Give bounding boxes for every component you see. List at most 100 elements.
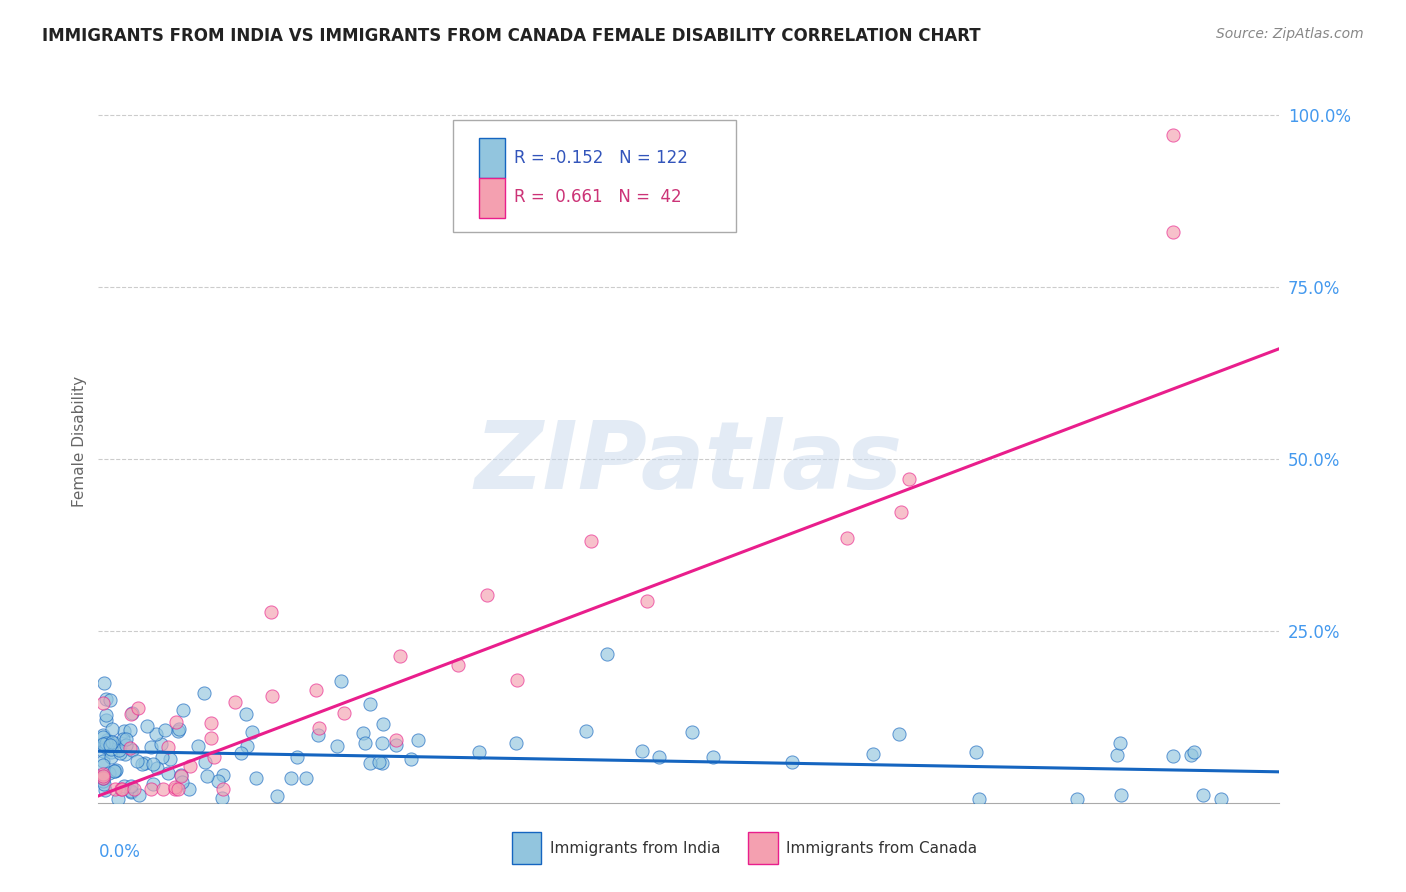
Point [172, 775, 194, 789]
Point [1161, 128, 1184, 143]
Point [681, 724, 703, 739]
Point [141, 739, 163, 754]
Point [1211, 792, 1233, 806]
Point [98, 766, 121, 780]
Point [114, 747, 136, 761]
Point [150, 749, 173, 764]
Point [170, 768, 193, 782]
Point [149, 737, 172, 751]
Point [91, 728, 114, 742]
Point [193, 686, 215, 700]
Point [1192, 788, 1215, 802]
Point [104, 764, 127, 778]
Point [207, 773, 229, 788]
Point [308, 721, 330, 735]
Point [94, 708, 117, 723]
Point [103, 736, 125, 750]
Point [177, 782, 200, 797]
Point [163, 782, 186, 797]
Point [965, 745, 987, 759]
Point [1109, 736, 1132, 750]
Point [887, 727, 910, 741]
Point [104, 782, 127, 797]
Point [862, 747, 884, 761]
Point [332, 706, 354, 721]
Point [120, 783, 142, 797]
Point [100, 741, 122, 756]
Point [120, 723, 142, 737]
Point [111, 782, 134, 797]
Point [235, 706, 257, 721]
Point [146, 761, 169, 775]
Point [91, 767, 114, 781]
Point [98, 738, 121, 752]
FancyBboxPatch shape [478, 138, 505, 178]
Point [326, 739, 349, 753]
Point [212, 782, 235, 797]
Point [122, 782, 145, 797]
Text: R =  0.661   N =  42: R = 0.661 N = 42 [515, 188, 682, 206]
Point [280, 771, 302, 785]
Point [91, 771, 114, 785]
Point [179, 759, 201, 773]
Point [93, 777, 115, 791]
Point [505, 736, 527, 750]
Point [368, 756, 391, 770]
Point [195, 769, 218, 783]
Point [1180, 747, 1202, 762]
Point [91, 744, 114, 758]
Point [575, 723, 598, 738]
Point [120, 706, 142, 721]
Point [136, 718, 159, 732]
Point [157, 766, 180, 780]
Point [107, 792, 129, 806]
Point [121, 706, 143, 721]
Point [112, 723, 135, 738]
Point [211, 790, 233, 805]
Point [236, 739, 259, 754]
Point [194, 755, 217, 769]
Point [165, 714, 187, 729]
Text: Immigrants from India: Immigrants from India [550, 841, 720, 855]
Point [702, 750, 724, 764]
Point [506, 673, 529, 688]
Point [780, 755, 803, 769]
Point [898, 472, 921, 486]
Point [262, 690, 284, 704]
FancyBboxPatch shape [748, 831, 778, 864]
Point [890, 505, 912, 519]
Point [118, 741, 141, 756]
Text: 0.0%: 0.0% [98, 843, 141, 861]
Point [134, 756, 156, 770]
FancyBboxPatch shape [453, 120, 737, 232]
Point [125, 754, 148, 768]
Point [131, 756, 153, 771]
Point [200, 716, 222, 731]
Point [581, 534, 603, 549]
Point [152, 782, 174, 797]
Point [100, 722, 122, 736]
Point [94, 736, 117, 750]
Point [166, 782, 188, 797]
Point [100, 745, 122, 759]
Text: IMMIGRANTS FROM INDIA VS IMMIGRANTS FROM CANADA FEMALE DISABILITY CORRELATION CH: IMMIGRANTS FROM INDIA VS IMMIGRANTS FROM… [42, 27, 981, 45]
Point [371, 717, 394, 731]
Point [353, 735, 375, 749]
Point [631, 744, 654, 758]
Point [352, 726, 374, 740]
Text: ZIPatlas: ZIPatlas [475, 417, 903, 509]
Point [359, 756, 381, 771]
Point [156, 739, 179, 754]
Point [447, 658, 470, 673]
Point [115, 731, 138, 746]
Point [98, 693, 121, 707]
Point [91, 773, 114, 788]
Point [145, 727, 167, 741]
Point [245, 772, 267, 786]
Point [142, 757, 165, 772]
Point [224, 695, 246, 709]
Point [648, 749, 671, 764]
Point [120, 785, 142, 799]
Point [187, 739, 209, 753]
Point [91, 771, 114, 785]
